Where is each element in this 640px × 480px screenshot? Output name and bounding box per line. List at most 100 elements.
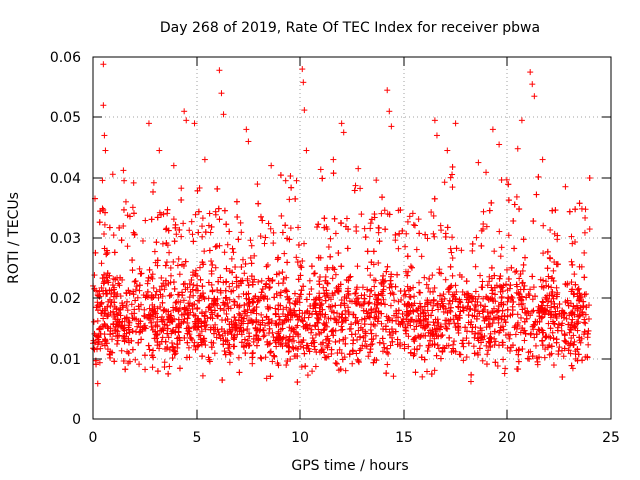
data-point-3267 [440, 344, 447, 351]
data-point-2609 [572, 238, 579, 245]
data-point-2642 [316, 281, 323, 288]
data-point-3462 [196, 318, 203, 325]
data-point-3627 [384, 87, 391, 94]
data-point-3235 [103, 274, 110, 281]
data-point-1419 [358, 211, 365, 218]
data-point-1813 [239, 256, 246, 263]
data-point-3241 [497, 327, 504, 334]
data-point-3486 [429, 307, 436, 314]
data-point-3253 [133, 328, 140, 335]
data-point-3058 [294, 379, 301, 386]
data-point-1691 [285, 343, 292, 350]
x-tick-label-25: 25 [602, 430, 620, 446]
data-point-3424 [467, 321, 474, 328]
data-point-2873 [315, 254, 322, 261]
data-point-3045 [503, 281, 510, 288]
data-point-2578 [129, 257, 136, 264]
data-point-3607 [170, 162, 177, 169]
data-point-2736 [573, 302, 580, 309]
data-point-3423 [427, 337, 434, 344]
data-point-3570 [397, 342, 404, 349]
y-ticks: 0 0.01 0.02 0.03 0.04 0.05 0.06 [50, 50, 611, 428]
data-point-1912 [548, 284, 555, 291]
data-point-2198 [360, 334, 367, 341]
data-point-3434 [534, 358, 541, 365]
data-point-3557 [550, 311, 557, 318]
data-point-3410 [575, 318, 582, 325]
data-point-1515 [332, 230, 339, 237]
data-point-2083 [293, 254, 300, 261]
data-point-2045 [568, 319, 575, 326]
data-point-1735 [513, 193, 520, 200]
data-point-2687 [219, 377, 226, 384]
data-point-0 [445, 300, 452, 307]
data-point-27 [527, 331, 534, 338]
data-point-1847 [308, 326, 315, 333]
data-point-3200 [495, 307, 502, 314]
data-point-1780 [367, 272, 374, 279]
data-point-1541 [213, 334, 220, 341]
data-point-2211 [574, 327, 581, 334]
data-point-2614 [162, 262, 169, 269]
data-point-2552 [138, 270, 145, 277]
data-point-185 [373, 332, 380, 339]
data-point-3358 [162, 282, 169, 289]
data-point-2892 [553, 339, 560, 346]
data-point-3290 [378, 310, 385, 317]
data-point-1965 [278, 340, 285, 347]
data-point-2944 [242, 350, 249, 357]
data-point-3325 [235, 236, 242, 243]
data-point-2371 [235, 293, 242, 300]
data-point-2391 [139, 237, 146, 244]
data-point-3591 [562, 281, 569, 288]
data-point-3144 [288, 325, 295, 332]
data-point-3574 [171, 285, 178, 292]
data-point-3342 [546, 254, 553, 261]
data-point-2206 [268, 317, 275, 324]
data-point-3502 [408, 302, 415, 309]
data-point-3567 [256, 297, 263, 304]
data-point-3114 [288, 184, 295, 191]
data-point-1958 [387, 342, 394, 349]
data-point-2111 [107, 302, 114, 309]
data-point-2868 [480, 307, 487, 314]
data-point-3003 [379, 194, 386, 201]
data-point-2633 [93, 304, 100, 311]
data-point-3633 [452, 120, 459, 127]
data-point-2762 [444, 325, 451, 332]
data-point-2707 [176, 365, 183, 372]
data-point-2995 [571, 323, 578, 330]
data-point-1831 [171, 315, 178, 322]
data-point-1795 [107, 354, 114, 361]
data-point-3331 [465, 312, 472, 319]
data-point-2792 [165, 370, 172, 377]
data-point-1674 [550, 362, 557, 369]
data-point-3042 [144, 288, 151, 295]
data-point-2854 [119, 318, 126, 325]
data-point-1960 [485, 347, 492, 354]
data-point-3153 [491, 328, 498, 335]
data-point-1669 [390, 373, 397, 380]
data-point-2692 [276, 316, 283, 323]
data-point-3386 [483, 293, 490, 300]
data-point-2322 [287, 316, 294, 323]
data-point-3481 [286, 333, 293, 340]
data-point-1874 [553, 284, 560, 291]
data-point-3124 [576, 295, 583, 302]
data-point-2432 [381, 344, 388, 351]
data-point-1643 [192, 211, 199, 218]
data-point-3404 [221, 348, 228, 355]
data-point-3214 [485, 313, 492, 320]
data-point-3311 [502, 319, 509, 326]
data-point-3138 [167, 312, 174, 319]
data-point-3530 [498, 313, 505, 320]
data-point-1870 [407, 263, 414, 270]
data-point-2919 [238, 277, 245, 284]
data-point-1393 [120, 167, 127, 174]
data-point-1559 [251, 252, 258, 259]
data-point-3210 [383, 268, 390, 275]
data-point-3262 [165, 227, 172, 234]
data-point-2196 [496, 228, 503, 235]
data-point-2208 [354, 295, 361, 302]
data-point-2467 [316, 290, 323, 297]
